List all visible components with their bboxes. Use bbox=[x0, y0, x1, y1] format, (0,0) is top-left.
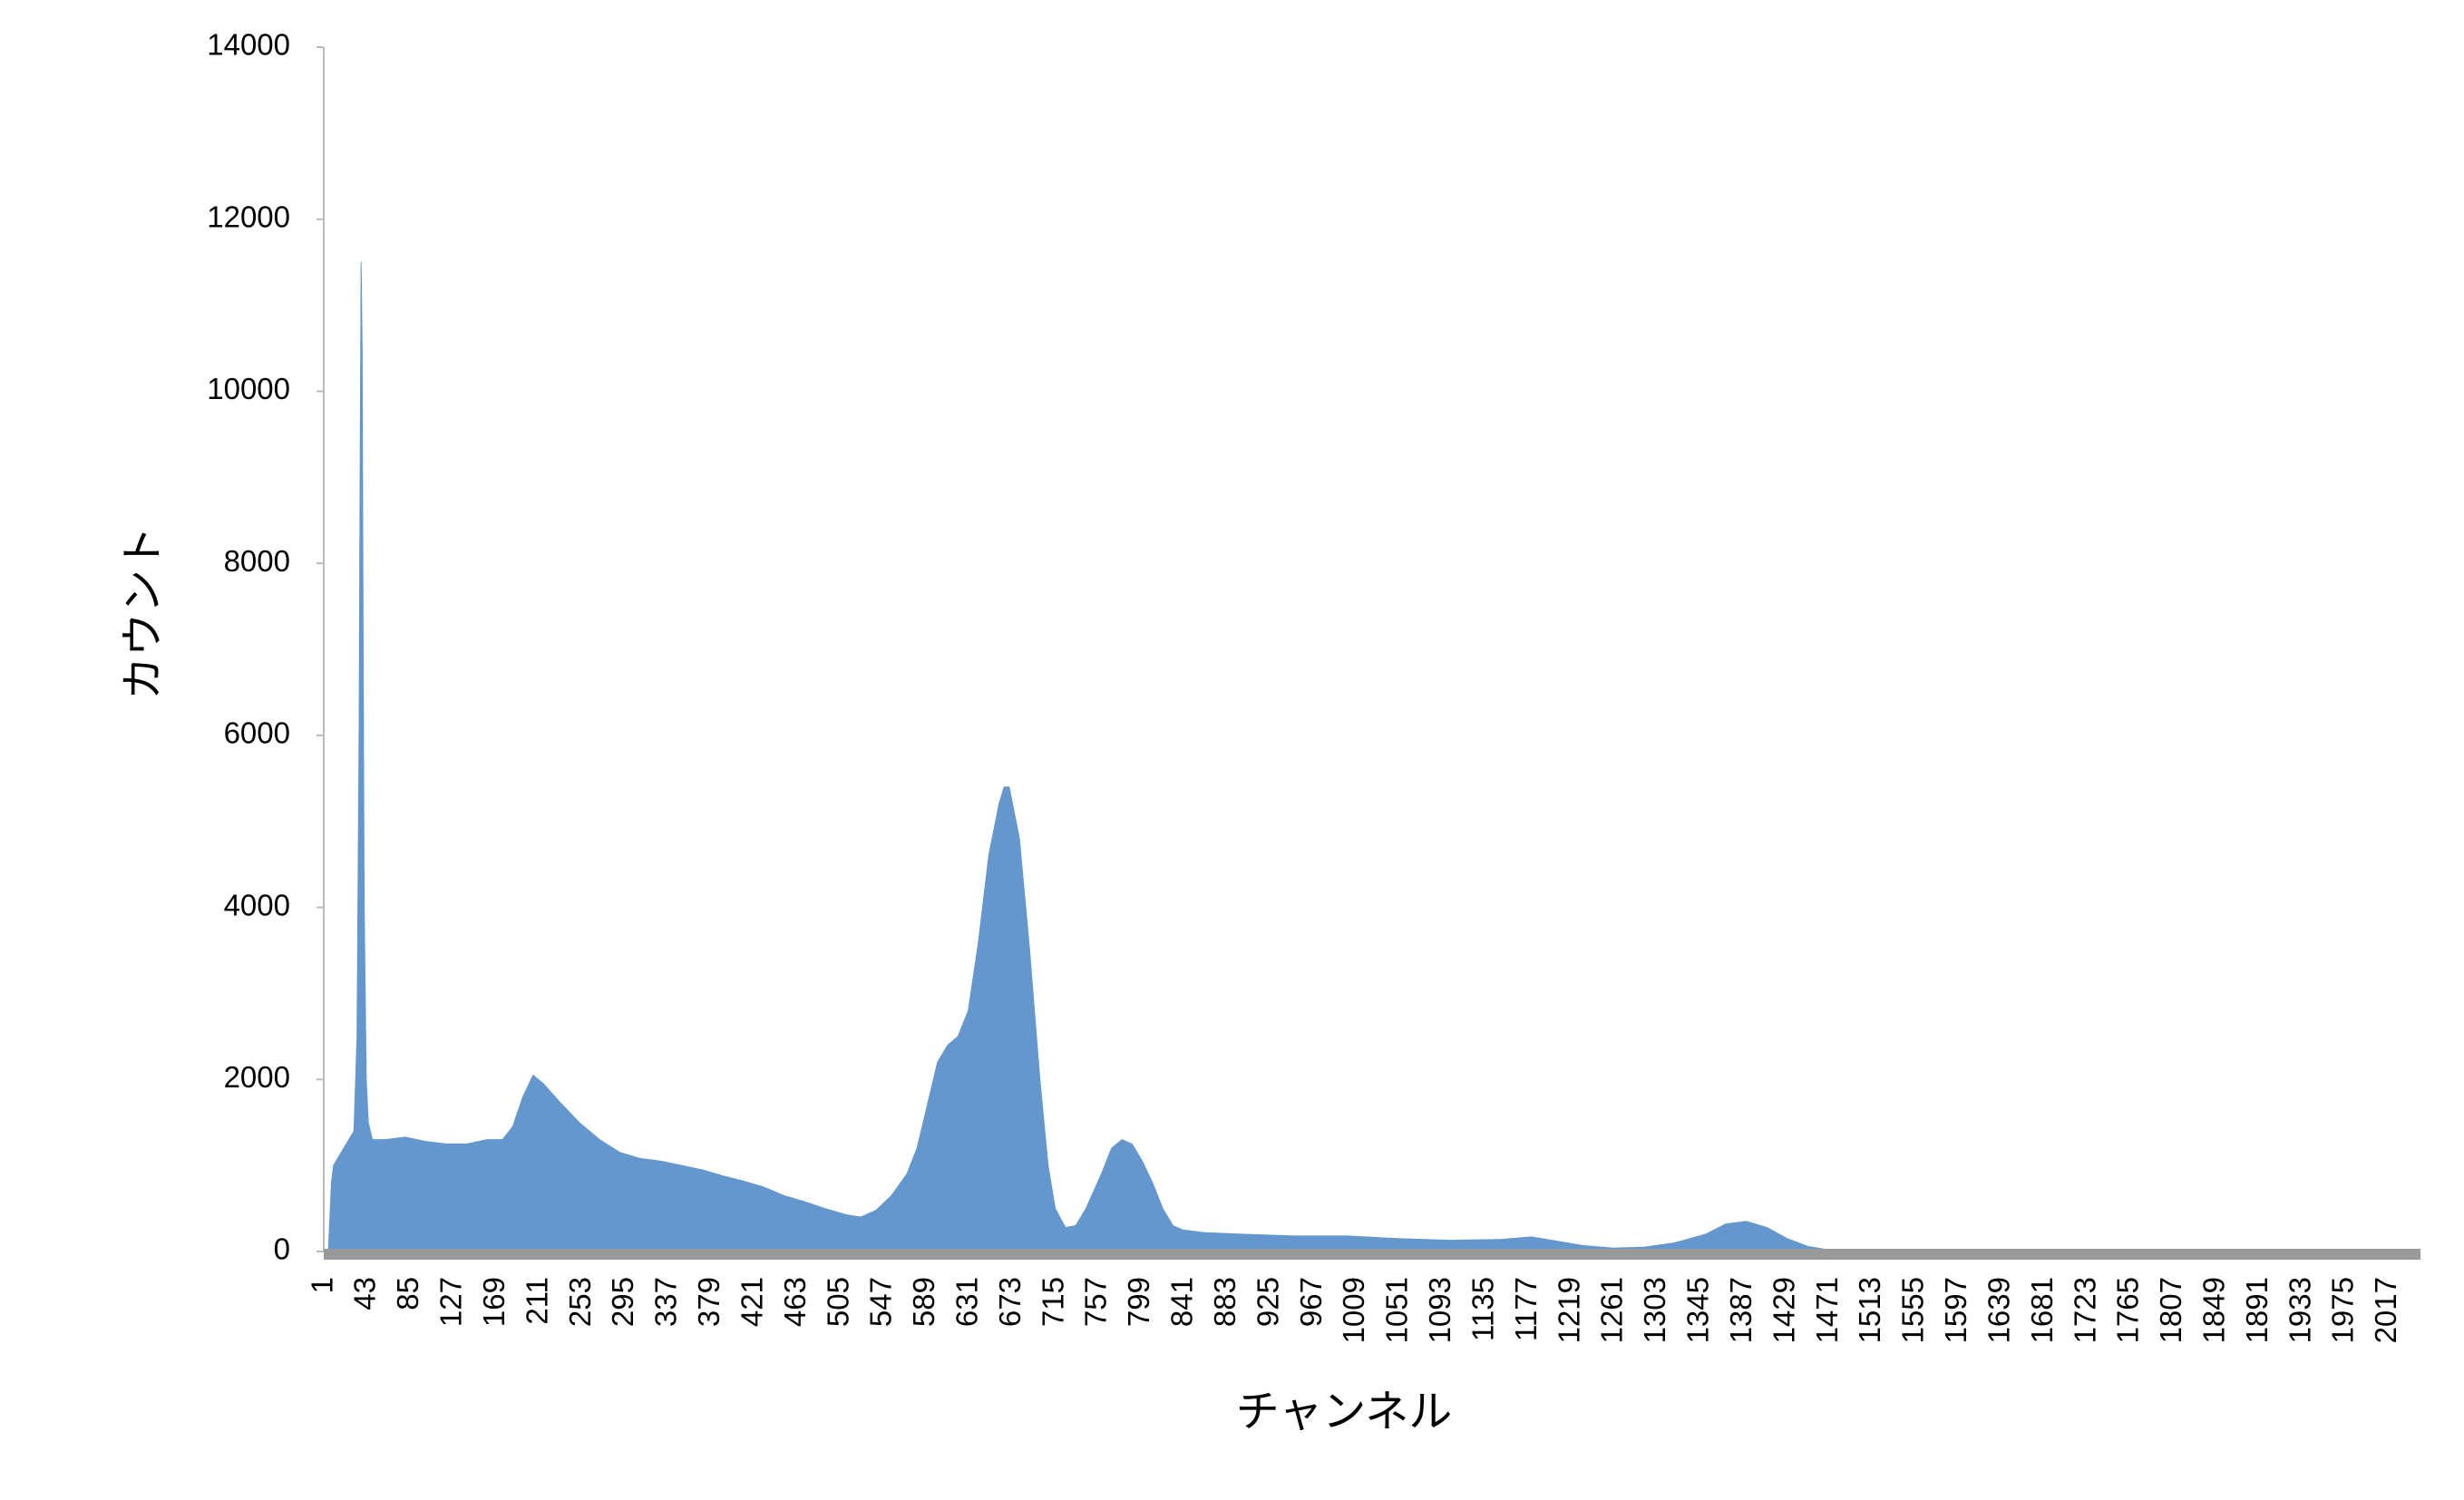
x-tick-label: 463 bbox=[778, 1277, 812, 1327]
x-tick-label: 1471 bbox=[1810, 1277, 1844, 1343]
x-axis-label: チャンネル bbox=[1236, 1388, 1453, 1437]
x-tick-label: 1555 bbox=[1896, 1277, 1930, 1343]
x-tick-label: 1807 bbox=[2154, 1277, 2187, 1343]
y-tick-label: 12000 bbox=[207, 200, 290, 233]
x-tick-label: 547 bbox=[864, 1277, 898, 1327]
x-tick-label: 1513 bbox=[1853, 1277, 1886, 1343]
x-tick-label: 1219 bbox=[1552, 1277, 1585, 1343]
y-tick-label: 10000 bbox=[207, 372, 290, 405]
x-tick-label: 1891 bbox=[2240, 1277, 2274, 1343]
x-tick-label: 1345 bbox=[1681, 1277, 1715, 1343]
x-tick-label: 1051 bbox=[1380, 1277, 1414, 1343]
x-tick-label: 1681 bbox=[2025, 1277, 2059, 1343]
y-tick-label: 6000 bbox=[224, 716, 290, 750]
y-tick-label: 2000 bbox=[224, 1060, 290, 1094]
x-tick-label: 1597 bbox=[1939, 1277, 1972, 1343]
y-tick-label: 4000 bbox=[224, 888, 290, 921]
x-tick-label: 1093 bbox=[1423, 1277, 1456, 1343]
x-tick-label: 1303 bbox=[1638, 1277, 1671, 1343]
x-tick-label: 1765 bbox=[2111, 1277, 2145, 1343]
x-tick-label: 253 bbox=[563, 1277, 597, 1327]
x-tick-label: 1135 bbox=[1466, 1277, 1499, 1341]
x-tick-label: 1639 bbox=[1982, 1277, 2015, 1343]
x-tick-label: 841 bbox=[1165, 1277, 1199, 1327]
y-axis-label: カウント bbox=[120, 526, 168, 700]
x-tick-label: 1849 bbox=[2197, 1277, 2231, 1343]
x-tick-label: 1177 bbox=[1509, 1277, 1543, 1341]
x-tick-label: 421 bbox=[735, 1277, 768, 1327]
x-tick-label: 925 bbox=[1251, 1277, 1284, 1327]
x-tick-label: 631 bbox=[950, 1277, 983, 1327]
x-tick-label: 1009 bbox=[1337, 1277, 1370, 1343]
x-tick-label: 505 bbox=[821, 1277, 854, 1327]
y-tick-label: 0 bbox=[274, 1232, 290, 1266]
x-tick-label: 757 bbox=[1079, 1277, 1113, 1327]
x-tick-label: 589 bbox=[907, 1277, 940, 1327]
x-tick-label: 967 bbox=[1294, 1277, 1328, 1327]
x-tick-label: 1933 bbox=[2283, 1277, 2316, 1343]
x-tick-label: 169 bbox=[477, 1277, 511, 1327]
x-tick-label: 1 bbox=[305, 1277, 338, 1293]
x-tick-label: 2017 bbox=[2369, 1277, 2402, 1343]
x-tick-label: 211 bbox=[520, 1277, 553, 1325]
x-tick-label: 1975 bbox=[2326, 1277, 2360, 1343]
x-tick-label: 1723 bbox=[2068, 1277, 2101, 1343]
x-tick-label: 715 bbox=[1036, 1277, 1069, 1327]
x-tick-label: 799 bbox=[1122, 1277, 1155, 1327]
x-tick-label: 337 bbox=[649, 1277, 683, 1327]
area bbox=[324, 262, 2420, 1252]
y-tick-label: 8000 bbox=[224, 544, 290, 578]
x-tick-label: 85 bbox=[391, 1277, 424, 1310]
x-tick-label: 1429 bbox=[1767, 1277, 1800, 1343]
x-tick-label: 883 bbox=[1208, 1277, 1242, 1327]
x-tick-label: 127 bbox=[434, 1277, 468, 1327]
x-tick-label: 1387 bbox=[1724, 1277, 1758, 1343]
x-tick-label: 673 bbox=[993, 1277, 1027, 1327]
x-tick-label: 43 bbox=[348, 1277, 382, 1310]
x-tick-label: 1261 bbox=[1595, 1277, 1629, 1343]
x-tick-label: 379 bbox=[692, 1277, 726, 1327]
x-tick-label: 295 bbox=[606, 1277, 639, 1327]
y-tick-label: 14000 bbox=[207, 28, 290, 62]
